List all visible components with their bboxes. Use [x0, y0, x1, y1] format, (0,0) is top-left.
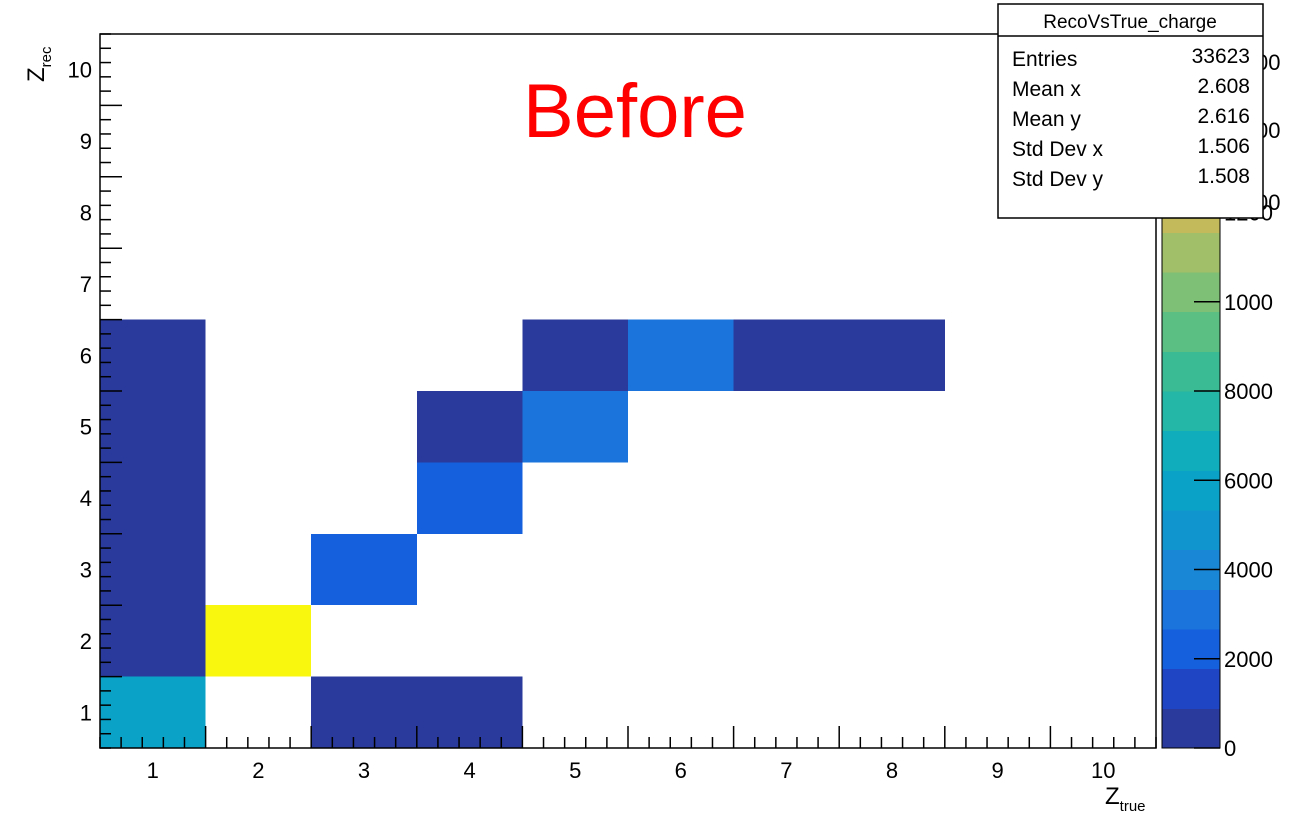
x-tick-label: 10	[1091, 758, 1115, 783]
color-scale-swatch	[1162, 272, 1220, 313]
stats-box-rows: Entries 33623 Mean x 2.608 Mean y 2.616 Std De…	[1012, 45, 1250, 191]
stats-row-value: 1.506	[1197, 135, 1250, 158]
y-axis-title: Zrec	[23, 46, 55, 82]
before-annotation: Before	[523, 69, 747, 154]
color-scale-swatch	[1162, 708, 1220, 749]
heatmap-cell	[416, 676, 523, 748]
heatmap-cell	[100, 605, 206, 677]
heatmap-cell	[628, 319, 734, 391]
y-tick-label: 5	[80, 415, 92, 440]
z-tick-label: 2000	[1224, 647, 1273, 672]
stats-row-label: Entries	[1012, 48, 1077, 71]
x-tick-label: 1	[147, 758, 159, 783]
stats-row-value: 1.508	[1197, 165, 1250, 188]
color-scale-swatch	[1162, 311, 1220, 352]
x-tick-label: 4	[463, 758, 475, 783]
stats-row-label: Std Dev x	[1012, 138, 1104, 161]
x-tick-label: 6	[675, 758, 687, 783]
x-tick-label: 5	[569, 758, 581, 783]
x-tick-label: 8	[886, 758, 898, 783]
x-tick-label: 7	[780, 758, 792, 783]
color-scale-swatch	[1162, 351, 1220, 392]
color-scale-swatch	[1162, 391, 1220, 432]
y-axis: 1 2 3 4 5 6 7 8 9 10	[68, 33, 122, 749]
stats-row-label: Mean y	[1012, 108, 1081, 131]
stats-box-frame	[997, 3, 1264, 219]
heatmap-cell	[100, 462, 206, 534]
y-tick-label: 7	[80, 272, 92, 297]
stats-row-value: 33623	[1192, 45, 1250, 68]
color-scale-swatch	[1162, 510, 1220, 551]
y-tick-label: 4	[80, 486, 92, 511]
stats-row-value: 2.616	[1197, 105, 1250, 128]
color-scale-swatch	[1162, 430, 1220, 471]
y-tick-label: 2	[80, 629, 92, 654]
heatmap-cell	[416, 462, 523, 534]
heatmap-cell	[100, 676, 206, 748]
y-tick-label: 1	[80, 700, 92, 725]
y-tick-label: 8	[80, 201, 92, 226]
stats-row-label: Std Dev y	[1012, 168, 1104, 191]
y-tick-label: 3	[80, 558, 92, 583]
z-tick-label: 6000	[1224, 468, 1273, 493]
x-axis-title: Ztrue	[1105, 783, 1146, 815]
heatmap-cells	[100, 319, 945, 748]
y-tick-label: 6	[80, 343, 92, 368]
color-scale-swatch	[1162, 470, 1220, 511]
heatmap-cell	[311, 676, 417, 748]
stats-box-title: RecoVsTrue_charge	[1043, 12, 1217, 33]
heatmap-cell	[205, 605, 312, 677]
x-tick-label: 2	[252, 758, 264, 783]
y-tick-label: 10	[68, 58, 92, 83]
heatmap-cell	[311, 533, 417, 606]
z-tick-label: 8000	[1224, 379, 1273, 404]
color-scale-swatch	[1162, 232, 1220, 273]
color-scale-swatch	[1162, 589, 1220, 630]
heatmap-cell	[522, 319, 628, 391]
y-tick-label: 9	[80, 129, 92, 154]
z-tick-label: 4000	[1224, 558, 1273, 583]
color-scale-swatch	[1162, 668, 1220, 709]
heatmap-cell	[100, 533, 206, 606]
x-tick-label: 3	[358, 758, 370, 783]
z-tick-label: 0	[1224, 736, 1236, 761]
heatmap-cell	[416, 391, 523, 463]
heatmap-cell	[100, 391, 206, 463]
color-scale-swatch	[1162, 629, 1220, 670]
x-tick-label: 9	[991, 758, 1003, 783]
heatmap-cell	[100, 319, 206, 391]
heatmap-cell	[733, 319, 840, 391]
x-axis: 1 2 3 4 5 6 7 8 9 10	[99, 726, 1157, 783]
color-scale-axis: 0200040006000800010001200000000	[1194, 50, 1280, 761]
stats-box: RecoVsTrue_charge Entries 33623 Mean x 2.60…	[997, 3, 1264, 219]
stats-row-value: 2.608	[1197, 75, 1250, 98]
stats-row-label: Mean x	[1012, 78, 1081, 101]
heatmap-cell	[522, 391, 628, 463]
heatmap-cell	[839, 319, 945, 391]
z-tick-label: 1000	[1224, 290, 1273, 315]
